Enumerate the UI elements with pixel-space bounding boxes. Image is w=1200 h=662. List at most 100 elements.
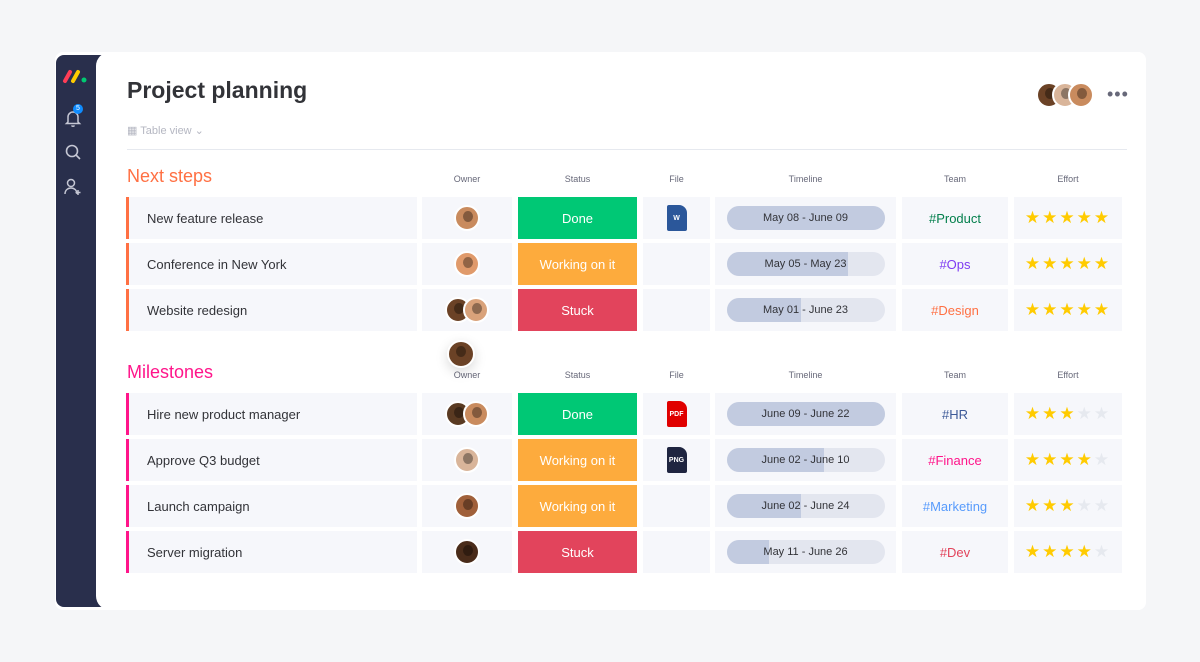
item-name[interactable]: Conference in New York	[126, 243, 417, 285]
file-cell[interactable]	[643, 289, 710, 331]
status-label[interactable]: Done	[518, 197, 637, 239]
star-icon[interactable]: ★	[1042, 254, 1060, 273]
team-tag[interactable]: #Product	[902, 197, 1008, 239]
item-name[interactable]: Launch campaign	[126, 485, 417, 527]
timeline-cell[interactable]: May 01 - June 23	[715, 289, 896, 331]
star-icon[interactable]: ★	[1024, 208, 1043, 227]
effort-rating[interactable]: ★ ★ ★ ★ ★	[1014, 439, 1122, 481]
star-icon[interactable]: ★	[1042, 404, 1060, 423]
star-icon[interactable]: ★	[1024, 404, 1043, 423]
star-icon[interactable]: ★	[1076, 496, 1094, 515]
status-label[interactable]: Working on it	[518, 485, 637, 527]
column-header-effort[interactable]: Effort	[1057, 174, 1079, 184]
star-icon[interactable]: ★	[1093, 208, 1112, 227]
status-label[interactable]: Working on it	[518, 439, 637, 481]
star-icon[interactable]: ★	[1059, 404, 1077, 423]
star-icon[interactable]: ★	[1059, 450, 1077, 469]
status-label[interactable]: Stuck	[518, 531, 637, 573]
file-icon[interactable]: W	[666, 205, 687, 231]
item-name[interactable]: New feature release	[126, 197, 417, 239]
team-tag[interactable]: #Dev	[902, 531, 1008, 573]
star-icon[interactable]: ★	[1093, 254, 1112, 273]
team-tag[interactable]: #HR	[902, 393, 1008, 435]
status-label[interactable]: Stuck	[518, 289, 637, 331]
column-header-file[interactable]: File	[669, 370, 684, 380]
search-icon[interactable]	[63, 142, 83, 162]
star-icon[interactable]: ★	[1024, 450, 1043, 469]
team-tag[interactable]: #Design	[902, 289, 1008, 331]
star-icon[interactable]: ★	[1042, 542, 1060, 561]
star-icon[interactable]: ★	[1024, 300, 1043, 319]
star-icon[interactable]: ★	[1093, 300, 1112, 319]
star-icon[interactable]: ★	[1024, 542, 1043, 561]
star-icon[interactable]: ★	[1059, 300, 1077, 319]
star-icon[interactable]: ★	[1059, 496, 1077, 515]
file-icon[interactable]: PDF	[666, 401, 687, 427]
timeline-cell[interactable]: May 08 - June 09	[715, 197, 896, 239]
star-icon[interactable]: ★	[1093, 404, 1112, 423]
file-cell[interactable]	[643, 243, 710, 285]
file-cell[interactable]: PNG	[643, 439, 710, 481]
timeline-bar[interactable]: June 02 - June 24	[726, 494, 885, 518]
star-icon[interactable]: ★	[1042, 208, 1060, 227]
star-icon[interactable]: ★	[1093, 496, 1112, 515]
star-icon[interactable]: ★	[1076, 208, 1094, 227]
file-cell[interactable]	[643, 485, 710, 527]
star-icon[interactable]: ★	[1059, 254, 1077, 273]
column-header-effort[interactable]: Effort	[1057, 370, 1079, 380]
view-selector[interactable]: ▦ Table view ⌄	[127, 124, 204, 137]
group-title[interactable]: Milestones	[127, 362, 214, 382]
invite-user-icon[interactable]	[63, 177, 83, 197]
timeline-bar[interactable]: June 09 - June 22	[726, 402, 885, 426]
dragged-avatar[interactable]	[447, 340, 475, 368]
owner-cell[interactable]	[422, 243, 512, 285]
file-cell[interactable]: PDF	[643, 393, 710, 435]
timeline-bar[interactable]: June 02 - June 10	[726, 448, 885, 472]
star-icon[interactable]: ★	[1024, 254, 1043, 273]
column-header-owner[interactable]: Owner	[453, 174, 481, 184]
column-header-team[interactable]: Team	[943, 370, 966, 380]
timeline-bar[interactable]: May 05 - May 23	[726, 252, 885, 276]
item-name[interactable]: Server migration	[126, 531, 417, 573]
team-tag[interactable]: #Finance	[902, 439, 1008, 481]
effort-rating[interactable]: ★ ★ ★ ★ ★	[1014, 485, 1122, 527]
column-header-status[interactable]: Status	[564, 370, 591, 380]
timeline-bar[interactable]: May 08 - June 09	[726, 206, 885, 230]
timeline-cell[interactable]: June 02 - June 10	[715, 439, 896, 481]
star-icon[interactable]: ★	[1093, 542, 1112, 561]
owner-cell[interactable]	[422, 289, 512, 331]
column-header-owner[interactable]: Owner	[453, 370, 481, 380]
item-name[interactable]: Approve Q3 budget	[126, 439, 417, 481]
file-icon[interactable]: PNG	[666, 447, 687, 473]
owner-cell[interactable]	[422, 393, 512, 435]
timeline-cell[interactable]: May 05 - May 23	[715, 243, 896, 285]
effort-rating[interactable]: ★ ★ ★ ★ ★	[1014, 393, 1122, 435]
column-header-timeline[interactable]: Timeline	[788, 370, 823, 380]
effort-rating[interactable]: ★ ★ ★ ★ ★	[1014, 243, 1122, 285]
owner-cell[interactable]	[422, 485, 512, 527]
column-header-status[interactable]: Status	[564, 174, 591, 184]
star-icon[interactable]: ★	[1042, 450, 1060, 469]
star-icon[interactable]: ★	[1076, 542, 1094, 561]
team-tag[interactable]: #Ops	[902, 243, 1008, 285]
effort-rating[interactable]: ★ ★ ★ ★ ★	[1014, 289, 1122, 331]
star-icon[interactable]: ★	[1042, 496, 1060, 515]
effort-rating[interactable]: ★ ★ ★ ★ ★	[1014, 531, 1122, 573]
board-members[interactable]	[1036, 82, 1094, 113]
more-options-icon[interactable]: •••	[1107, 84, 1129, 104]
star-icon[interactable]: ★	[1042, 300, 1060, 319]
file-cell[interactable]: W	[643, 197, 710, 239]
item-name[interactable]: Hire new product manager	[126, 393, 417, 435]
team-tag[interactable]: #Marketing	[902, 485, 1008, 527]
owner-cell[interactable]	[422, 531, 512, 573]
item-name[interactable]: Website redesign	[126, 289, 417, 331]
star-icon[interactable]: ★	[1024, 496, 1043, 515]
star-icon[interactable]: ★	[1093, 450, 1112, 469]
star-icon[interactable]: ★	[1076, 404, 1094, 423]
timeline-cell[interactable]: June 09 - June 22	[715, 393, 896, 435]
timeline-cell[interactable]: June 02 - June 24	[715, 485, 896, 527]
star-icon[interactable]: ★	[1076, 254, 1094, 273]
column-header-timeline[interactable]: Timeline	[788, 174, 823, 184]
star-icon[interactable]: ★	[1059, 542, 1077, 561]
owner-cell[interactable]	[422, 439, 512, 481]
